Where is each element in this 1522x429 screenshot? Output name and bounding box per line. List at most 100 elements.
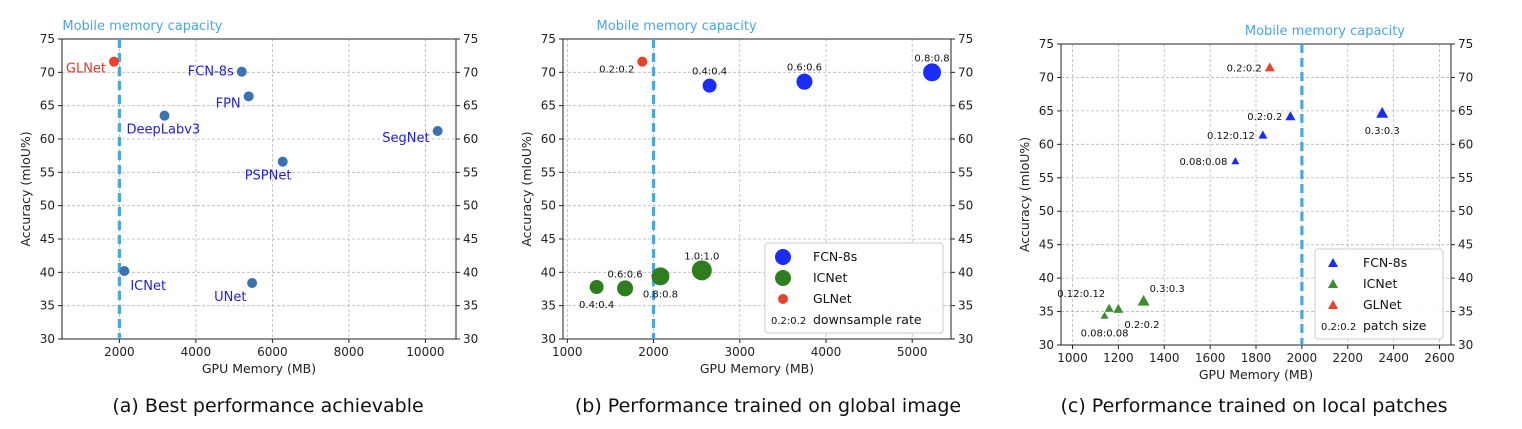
point-annotation: 0.12:0.12 <box>1057 289 1105 300</box>
y-tick-label: 75 <box>40 32 55 46</box>
x-tick-label: 1600 <box>1195 351 1226 365</box>
x-tick-label: 1200 <box>1103 351 1134 365</box>
y-tick-label: 60 <box>541 132 556 146</box>
x-tick-label: 10000 <box>406 345 444 359</box>
data-point-glnet <box>1264 62 1275 72</box>
x-tick-label: 2000 <box>638 345 669 359</box>
y-right-tick-label: 65 <box>463 99 478 113</box>
y-tick-label: 70 <box>541 65 556 79</box>
y-right-tick-label: 55 <box>463 165 478 179</box>
memory-capacity-label: Mobile memory capacity <box>1245 24 1405 39</box>
y-tick-label: 70 <box>40 65 55 79</box>
chart-caption: (c) Performance trained on local patches <box>1060 395 1447 417</box>
point-annotation: 0.3:0.3 <box>1150 284 1185 295</box>
point-annotation: 0.6:0.6 <box>607 269 642 280</box>
chart-caption: (b) Performance trained on global image <box>575 395 961 417</box>
y-axis-label: Accuracy (mIoU%) <box>519 131 534 246</box>
y-tick-label: 50 <box>1039 204 1054 218</box>
y-tick-label: 65 <box>1039 104 1054 118</box>
point-annotation: 0.6:0.6 <box>787 63 822 74</box>
y-right-tick-label: 35 <box>463 299 478 313</box>
data-point-icnet <box>589 280 604 294</box>
y-right-tick-label: 60 <box>463 132 478 146</box>
y-tick-label: 35 <box>1039 305 1054 319</box>
point-label-icnet: ICNet <box>130 279 166 294</box>
y-axis-label: Accuracy (mIoU%) <box>1017 137 1032 252</box>
point-annotation: 1.0:1.0 <box>684 251 719 262</box>
y-right-tick-label: 65 <box>958 99 973 113</box>
legend-marker <box>1328 258 1338 267</box>
y-right-tick-label: 75 <box>463 32 478 46</box>
point-label-fpn: FPN <box>216 96 241 111</box>
y-tick-label: 30 <box>40 332 55 346</box>
data-point-unet <box>247 278 258 288</box>
data-point-icnet <box>651 267 670 286</box>
x-tick-label: 8000 <box>334 345 365 359</box>
y-right-tick-label: 30 <box>463 332 478 346</box>
data-point-icnet <box>691 260 712 281</box>
legend-marker <box>1328 300 1338 309</box>
x-tick-label: 5000 <box>897 345 928 359</box>
y-right-tick-label: 30 <box>958 332 973 346</box>
y-right-tick-label: 45 <box>463 232 478 246</box>
y-tick-label: 45 <box>40 232 55 246</box>
x-axis-label: GPU Memory (MB) <box>1199 367 1313 382</box>
x-tick-label: 2600 <box>1424 351 1455 365</box>
y-right-tick-label: 65 <box>1458 104 1473 118</box>
point-annotation: 0.08:0.08 <box>1081 329 1129 340</box>
x-tick-label: 4000 <box>181 345 212 359</box>
x-tick-label: 2400 <box>1378 351 1409 365</box>
data-point-fcn-8s <box>923 63 942 82</box>
data-point-fcn-8s <box>1285 111 1296 121</box>
y-tick-label: 60 <box>40 132 55 146</box>
data-point-glnet <box>637 56 648 67</box>
y-right-tick-label: 40 <box>463 265 478 279</box>
point-annotation: 0.2:0.2 <box>1227 63 1262 74</box>
legend-label: ICNet <box>813 270 847 285</box>
y-tick-label: 50 <box>541 199 556 213</box>
y-tick-label: 55 <box>541 165 556 179</box>
y-tick-label: 75 <box>541 32 556 46</box>
x-tick-label: 1800 <box>1241 351 1272 365</box>
point-label-deeplabv3: DeepLabv3 <box>127 123 201 138</box>
y-right-tick-label: 55 <box>1458 171 1473 185</box>
legend-marker <box>775 249 791 265</box>
y-tick-label: 75 <box>1039 37 1054 51</box>
y-tick-label: 55 <box>40 165 55 179</box>
legend-label: FCN-8s <box>813 249 857 264</box>
y-tick-label: 40 <box>40 265 55 279</box>
chart-caption: (a) Best performance achievable <box>112 395 423 417</box>
x-tick-label: 2000 <box>104 345 135 359</box>
y-right-tick-label: 70 <box>958 65 973 79</box>
y-tick-label: 70 <box>1039 70 1054 84</box>
data-point-fcn-8s <box>236 66 247 77</box>
data-point-icnet <box>1100 311 1109 319</box>
x-tick-label: 1000 <box>552 345 583 359</box>
y-right-tick-label: 50 <box>463 199 478 213</box>
x-tick-label: 1400 <box>1149 351 1180 365</box>
y-right-tick-label: 60 <box>1458 137 1473 151</box>
y-right-tick-label: 60 <box>958 132 973 146</box>
y-right-tick-label: 30 <box>1458 338 1473 352</box>
y-tick-label: 55 <box>1039 171 1054 185</box>
point-label-glnet: GLNet <box>66 62 106 77</box>
legend-marker <box>775 270 791 286</box>
y-right-tick-label: 75 <box>958 32 973 46</box>
data-point-fcn-8s <box>1376 106 1389 118</box>
y-right-tick-label: 45 <box>1458 238 1473 252</box>
legend-extra-label: downsample rate <box>813 312 922 327</box>
y-tick-label: 65 <box>40 99 55 113</box>
x-axis-label: GPU Memory (MB) <box>700 361 814 376</box>
data-point-icnet <box>1104 303 1114 312</box>
x-axis-label: GPU Memory (MB) <box>202 361 316 376</box>
data-point-icnet <box>1113 303 1124 313</box>
legend-label: GLNet <box>813 291 852 306</box>
y-right-tick-label: 50 <box>958 199 973 213</box>
y-right-tick-label: 40 <box>958 265 973 279</box>
y-tick-label: 60 <box>1039 137 1054 151</box>
y-tick-label: 30 <box>541 332 556 346</box>
data-point-icnet <box>119 266 130 276</box>
y-right-tick-label: 45 <box>958 232 973 246</box>
